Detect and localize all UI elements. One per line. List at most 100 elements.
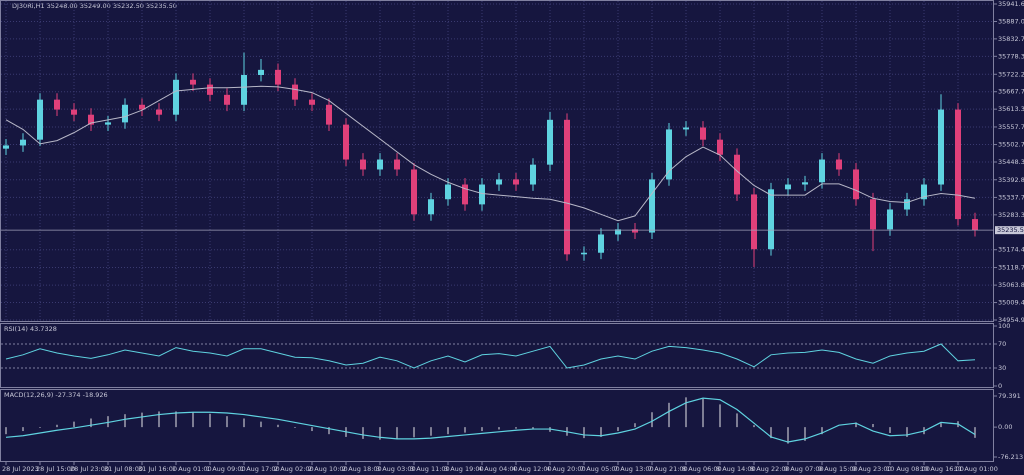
x-tick-label: 4 Aug 20:00 (546, 465, 586, 473)
x-tick-label: 28 Jul 2023 (2, 465, 39, 473)
y-tick-label: 35063.85 (998, 281, 1024, 289)
candle-body (258, 69, 264, 75)
x-tick-label: 3 Aug 19:00 (444, 465, 484, 473)
x-tick-label: 31 Jul 08:00 (104, 465, 143, 473)
rsi-panel (0, 323, 994, 388)
last-price-box (995, 226, 1024, 235)
y-tick-label: 35557.70 (998, 123, 1024, 131)
candle-body (904, 199, 910, 210)
candle-body (870, 199, 876, 230)
candle-body (360, 159, 366, 170)
y-tick-label: 35778.30 (998, 52, 1024, 60)
x-tick-label: 1 Aug 01:00 (172, 465, 212, 473)
x-tick-label: 2 Aug 10:00 (308, 465, 348, 473)
candle-body (173, 79, 179, 115)
x-tick-label: 1 Aug 17:00 (240, 465, 280, 473)
candle-body (734, 154, 740, 195)
candle-body (819, 159, 825, 183)
candle-body (241, 74, 247, 105)
candle-body (479, 184, 485, 205)
x-tick-label: 8 Aug 22:00 (750, 465, 790, 473)
candle-body (88, 114, 94, 125)
price-title: DJ30Ri,H1 35248.00 35249.00 35232.50 352… (12, 2, 177, 10)
x-tick-label: 11 Aug 01:00 (954, 465, 998, 473)
x-tick-label: 10 Aug 16:00 (920, 465, 964, 473)
candle-body (224, 94, 230, 105)
candle-body (887, 209, 893, 230)
candle-body (105, 122, 111, 125)
candle-body (377, 159, 383, 170)
x-tick-label: 31 Jul 16:00 (138, 465, 177, 473)
price-panel (0, 0, 994, 322)
candle-body (411, 169, 417, 215)
x-tick-label: 9 Aug 23:00 (852, 465, 892, 473)
candle-body (853, 169, 859, 200)
y-tick-label: 35448.30 (998, 158, 1024, 166)
moving-average (5, 85, 976, 222)
candle-body (802, 182, 808, 185)
candle-body (343, 124, 349, 160)
candle-body (581, 252, 587, 255)
y-tick-label: -76.213 (998, 453, 1023, 461)
x-tick-label: 9 Aug 15:00 (818, 465, 858, 473)
x-tick-label: 2 Aug 02:00 (274, 465, 314, 473)
rsi-line (5, 343, 976, 369)
candle-body (309, 99, 315, 105)
last-price-label: 35235.50 (997, 226, 1024, 234)
y-tick-label: 35887.00 (998, 18, 1024, 26)
macd-title: MACD(12,26,9) -27.374 -18.926 (4, 391, 108, 399)
candle-body (717, 139, 723, 155)
candle-body (700, 127, 706, 140)
y-tick-label: 35392.85 (998, 176, 1024, 184)
candle-body (156, 109, 162, 115)
x-tick-label: 3 Aug 03:00 (376, 465, 416, 473)
candle-body (955, 109, 961, 220)
candle-body (326, 104, 332, 125)
candle-body (547, 119, 553, 165)
candle-body (938, 109, 944, 185)
y-tick-label: 35722.20 (998, 70, 1024, 78)
x-tick-label: 9 Aug 07:00 (784, 465, 824, 473)
x-tick-label: 10 Aug 08:00 (886, 465, 930, 473)
candle-body (207, 84, 213, 95)
y-tick-label: 35667.75 (998, 88, 1024, 96)
candle-body (666, 129, 672, 180)
x-tick-label: 1 Aug 09:00 (206, 465, 246, 473)
candle-body (71, 109, 77, 115)
candle-body (394, 159, 400, 170)
y-tick-label: 35174.40 (998, 246, 1024, 254)
rsi-title: RSI(14) 43.7328 (4, 325, 57, 333)
y-tick-label: 100 (998, 322, 1010, 330)
x-tick-label: 7 Aug 13:00 (614, 465, 654, 473)
x-tick-label: 28 Jul 23:00 (70, 465, 109, 473)
candle-body (683, 127, 689, 130)
y-tick-label: 34954.95 (998, 316, 1024, 324)
x-tick-label: 7 Aug 05:00 (580, 465, 620, 473)
y-tick-label: 70 (998, 340, 1006, 348)
y-tick-label: 0.00 (998, 423, 1012, 431)
candle-body (768, 189, 774, 250)
x-tick-label: 28 Jul 15:00 (36, 465, 75, 473)
x-tick-label: 2 Aug 18:00 (342, 465, 382, 473)
candle-body (37, 99, 43, 140)
candle-body (649, 179, 655, 233)
x-tick-label: 3 Aug 11:00 (410, 465, 450, 473)
candle-body (632, 229, 638, 233)
candle-body (836, 159, 842, 170)
signal-line (5, 397, 976, 443)
candle-body (751, 194, 757, 250)
x-tick-label: 4 Aug 12:00 (512, 465, 552, 473)
candle-body (598, 234, 604, 253)
candle-body (564, 119, 570, 255)
y-tick-label: 35009.40 (998, 299, 1024, 307)
candle-body (122, 104, 128, 123)
x-tick-label: 7 Aug 21:00 (648, 465, 688, 473)
y-tick-label: 35941.65 (998, 0, 1024, 8)
y-tick-label: 35118.75 (998, 264, 1024, 272)
candle-body (615, 229, 621, 235)
candle-body (275, 69, 281, 85)
candle-body (513, 179, 519, 185)
candle-body (785, 184, 791, 190)
